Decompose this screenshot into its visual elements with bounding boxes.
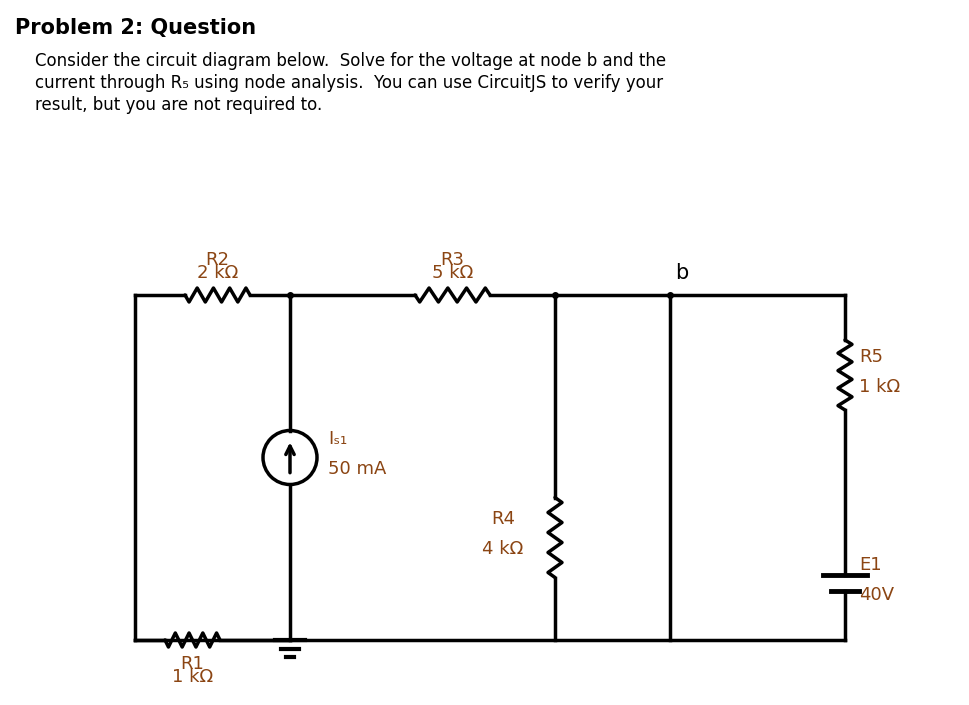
- Text: Consider the circuit diagram below.  Solve for the voltage at node b and the: Consider the circuit diagram below. Solv…: [35, 52, 666, 70]
- Text: 4 kΩ: 4 kΩ: [482, 541, 523, 558]
- Text: 50 mA: 50 mA: [328, 460, 386, 479]
- Text: R5: R5: [859, 348, 882, 366]
- Text: Iₛ₁: Iₛ₁: [328, 431, 347, 448]
- Text: 5 kΩ: 5 kΩ: [431, 264, 473, 282]
- Text: E1: E1: [859, 556, 881, 574]
- Text: R4: R4: [490, 510, 515, 529]
- Text: R3: R3: [440, 251, 464, 269]
- Text: 40V: 40V: [859, 586, 893, 604]
- Text: current through R₅ using node analysis.  You can use CircuitJS to verify your: current through R₅ using node analysis. …: [35, 74, 663, 92]
- Text: 2 kΩ: 2 kΩ: [197, 264, 237, 282]
- Text: R1: R1: [180, 655, 204, 673]
- Text: Problem 2: Question: Problem 2: Question: [15, 18, 256, 38]
- Text: R2: R2: [205, 251, 230, 269]
- Text: b: b: [674, 263, 688, 283]
- Text: 1 kΩ: 1 kΩ: [859, 378, 899, 396]
- Text: 1 kΩ: 1 kΩ: [172, 668, 213, 686]
- Text: result, but you are not required to.: result, but you are not required to.: [35, 96, 322, 114]
